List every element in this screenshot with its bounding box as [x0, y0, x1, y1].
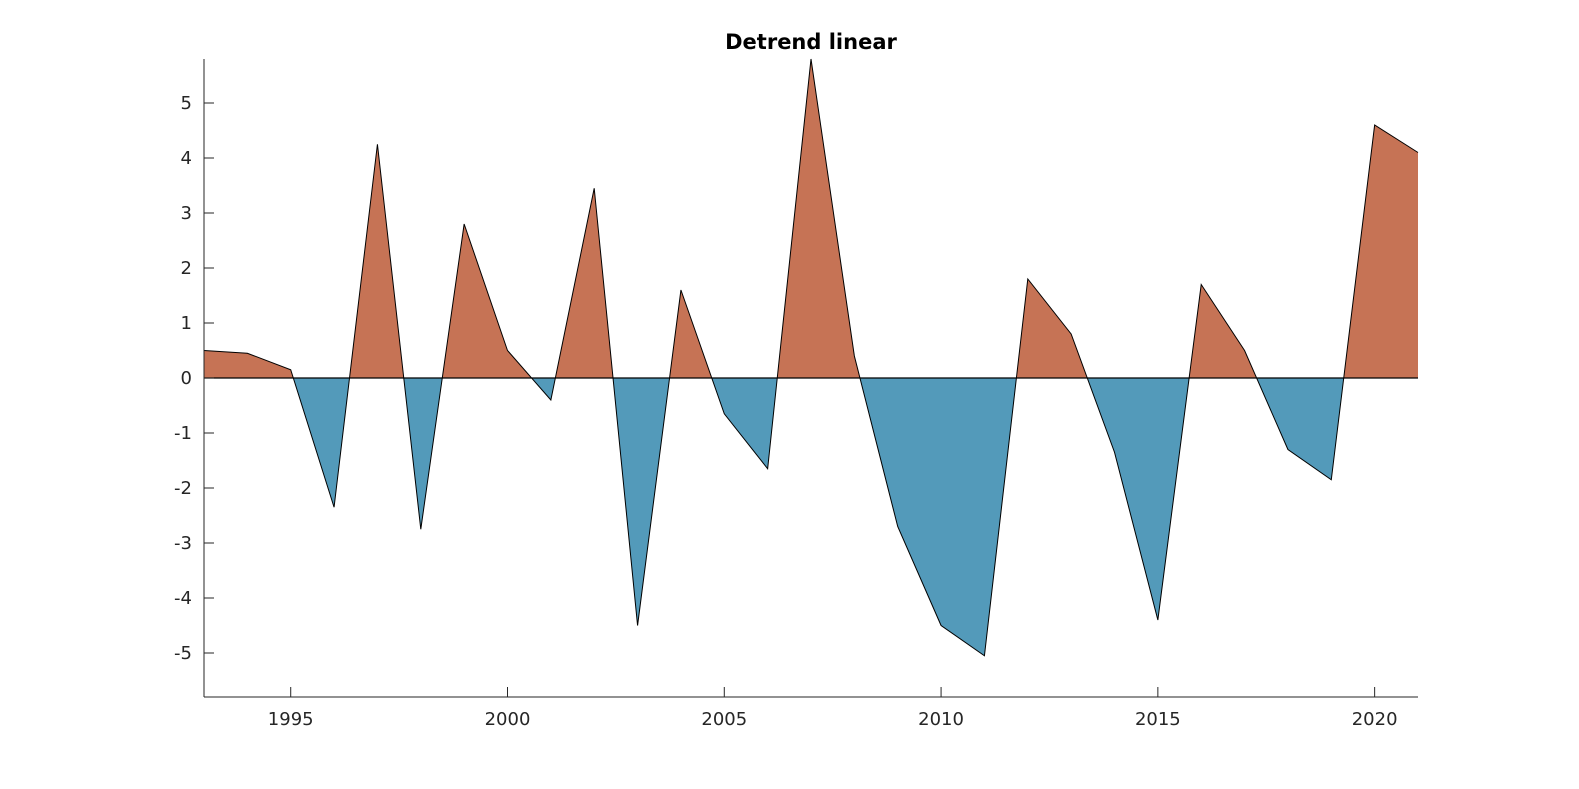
x-tick-label-2010: 2010: [918, 709, 964, 730]
y-tick-label-5: 5: [181, 93, 192, 114]
x-tick-label-2000: 2000: [485, 709, 531, 730]
positive-area-4: [442, 224, 532, 378]
negative-area-15: [1256, 378, 1344, 480]
y-tick-label-4: 4: [181, 148, 192, 169]
negative-area-11: [859, 378, 1017, 656]
y-tick-label--5: -5: [174, 643, 192, 664]
y-tick-label--1: -1: [174, 423, 192, 444]
positive-area-2: [349, 144, 404, 378]
negative-area-3: [403, 378, 443, 530]
negative-area-5: [531, 378, 556, 400]
positive-area-14: [1189, 284, 1257, 378]
negative-area-13: [1087, 378, 1190, 620]
area-fills: [204, 59, 1418, 656]
chart-title: Detrend linear: [725, 30, 897, 54]
y-tick-label--3: -3: [174, 533, 192, 554]
positive-area-16: [1343, 125, 1418, 378]
x-tick-label-2020: 2020: [1352, 709, 1398, 730]
x-axis-ticks: 1995 2000 2005 2010 2015 2020: [268, 687, 1398, 730]
x-tick-label-1995: 1995: [268, 709, 314, 730]
y-tick-label--2: -2: [174, 478, 192, 499]
series-outline: [203, 58, 1419, 657]
positive-area-6: [555, 188, 614, 378]
positive-area-0: [204, 350, 294, 378]
negative-area-7: [613, 378, 670, 626]
negative-area-1: [293, 378, 350, 508]
y-tick-label--4: -4: [174, 588, 192, 609]
x-tick-label-2005: 2005: [701, 709, 747, 730]
series-line: [203, 58, 1419, 657]
negative-area-9: [711, 378, 778, 469]
positive-area-10: [777, 59, 860, 378]
y-tick-label-3: 3: [181, 203, 192, 224]
y-tick-label-1: 1: [181, 313, 192, 334]
positive-area-12: [1016, 279, 1088, 378]
y-tick-label-0: 0: [181, 368, 192, 389]
y-tick-label-2: 2: [181, 258, 192, 279]
positive-area-8: [669, 290, 712, 378]
x-tick-label-2015: 2015: [1135, 709, 1181, 730]
y-axis-ticks: -5 -4 -3 -2 -1 0 1 2 3 4 5: [174, 93, 214, 664]
